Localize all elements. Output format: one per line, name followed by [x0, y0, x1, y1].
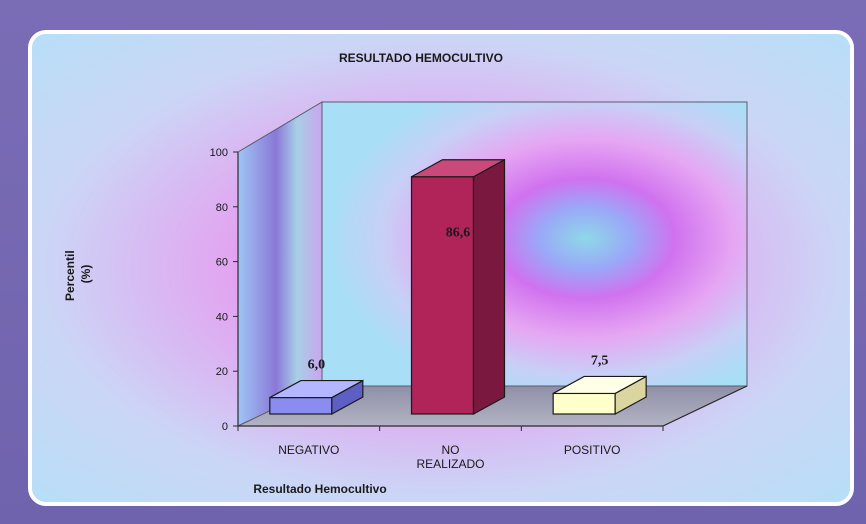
y-tick-label: 0 [222, 421, 228, 433]
bar-top [411, 159, 505, 178]
floor-edge [662, 385, 748, 427]
y-tick-label: 80 [216, 202, 228, 214]
y-tick-label: 20 [216, 366, 228, 378]
y-axis: 0 20 40 60 80 100 [210, 147, 239, 433]
x-tick-label: NO REALIZADO [416, 443, 484, 471]
bar-front [552, 392, 616, 415]
x-axis-title: Resultado Hemocultivo [253, 482, 386, 496]
bar-front [269, 396, 333, 415]
side-wall [237, 101, 323, 427]
bar-value-label: 6,0 [308, 358, 326, 373]
x-tick-label: POSITIVO [564, 443, 621, 457]
y-tick-label: 60 [216, 257, 228, 269]
y-tick-label: 100 [210, 147, 228, 159]
bar-value-label: 7,5 [591, 353, 609, 368]
y-axis-title-line-2: (%) [79, 265, 93, 284]
x-axis: NEGATIVO NO REALIZADO POSITIVO [237, 385, 748, 471]
chart-frame: RESULTADO HEMOCULTIVO 0 20 40 60 80 100 6,0 86… [28, 30, 854, 506]
bar-side [472, 158, 506, 416]
bar-1: 6,0 [269, 358, 364, 416]
bar-2: 86,6 [410, 158, 506, 416]
x-tick-label: NEGATIVO [278, 443, 339, 457]
bar-3: 7,5 [552, 353, 647, 416]
chart-title: RESULTADO HEMOCULTIVO [339, 51, 503, 65]
bar-top [269, 379, 364, 399]
bar-top [552, 375, 647, 395]
y-axis-title-line-1: Percentil [63, 250, 77, 301]
y-tick-label: 40 [216, 311, 228, 323]
bars: 6,0 86,6 7,5 [269, 158, 647, 416]
bar-value-label: 86,6 [446, 226, 471, 241]
y-axis-title: Percentil (%) [63, 247, 93, 301]
bar-front [410, 176, 475, 415]
back-wall [321, 101, 748, 387]
chart: RESULTADO HEMOCULTIVO 0 20 40 60 80 100 6,0 86… [32, 34, 850, 502]
